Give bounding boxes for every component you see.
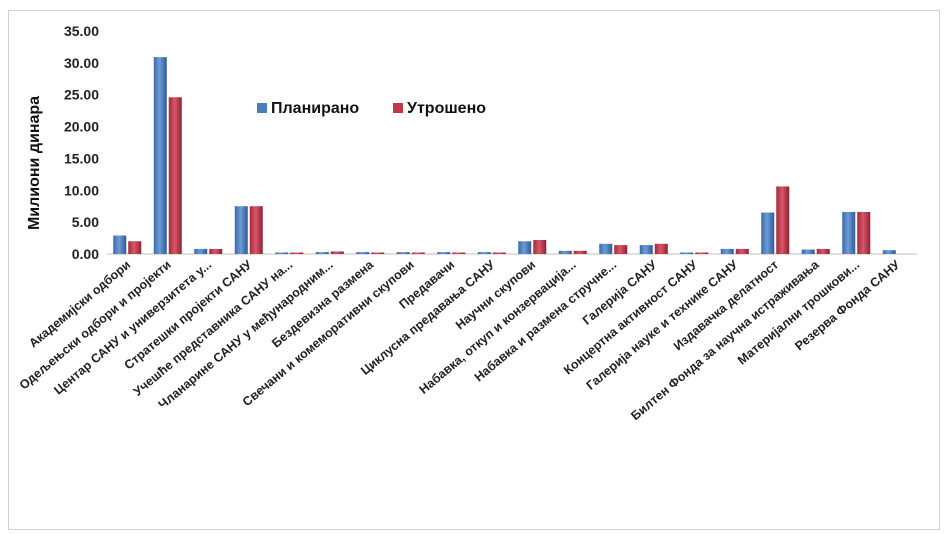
bar-planned (599, 244, 612, 254)
bar-planned (842, 212, 855, 254)
y-tick-label: 5.00 (72, 214, 99, 230)
y-axis-label: Милиони динара (26, 96, 43, 230)
bar-spent (614, 245, 627, 254)
legend: Планирано Утрошено (257, 100, 486, 117)
bar-planned (194, 249, 207, 254)
bar-planned (478, 252, 491, 254)
bar-planned (316, 252, 329, 254)
bar-spent (493, 253, 506, 255)
legend-swatch (393, 103, 403, 113)
legend-swatch (257, 103, 267, 113)
y-tick-label: 25.00 (64, 87, 99, 103)
x-tick-label: Билтен Фонда за научна истраживања (628, 257, 822, 423)
bar-planned (559, 251, 572, 254)
y-tick-label: 0.00 (72, 246, 99, 262)
chart-frame: 0.00 5.00 10.00 15.00 20.00 25.00 30.00 35.00 А… (8, 10, 940, 530)
y-tick-label: 10.00 (64, 182, 99, 198)
bar-spent (331, 251, 344, 254)
y-tick-label: 15.00 (64, 150, 99, 166)
bar-planned (680, 253, 693, 255)
bar-spent (128, 241, 141, 254)
y-tick-label: 20.00 (64, 119, 99, 135)
bar-spent (574, 251, 587, 254)
bar-spent (695, 253, 708, 255)
bar-planned (761, 213, 774, 254)
bar-spent (290, 253, 303, 255)
bar-spent (655, 244, 668, 254)
bar-planned (113, 236, 126, 254)
bar-planned (356, 252, 369, 254)
bar-planned (235, 206, 248, 254)
bar-planned (721, 249, 734, 254)
bar-planned (883, 250, 896, 254)
legend-label: Планирано (271, 100, 359, 117)
bar-spent (250, 206, 263, 254)
bar-planned (518, 241, 531, 254)
bar-planned (397, 252, 410, 254)
y-tick-label: 35.00 (64, 23, 99, 39)
bar-spent (169, 97, 182, 254)
bars-group (113, 57, 896, 254)
bar-chart: 0.00 5.00 10.00 15.00 20.00 25.00 30.00 35.00 А… (9, 11, 939, 529)
bar-spent (452, 253, 465, 255)
bar-planned (154, 57, 167, 254)
bar-spent (857, 212, 870, 254)
bar-spent (533, 240, 546, 254)
bar-spent (371, 253, 384, 255)
bar-spent (817, 249, 830, 254)
bar-planned (275, 253, 288, 255)
bar-planned (802, 250, 815, 254)
legend-label: Утрошено (407, 100, 486, 117)
bar-spent (412, 253, 425, 255)
bar-planned (437, 252, 450, 254)
bar-spent (736, 249, 749, 254)
bar-spent (776, 186, 789, 254)
bar-spent (209, 249, 222, 254)
bar-planned (640, 245, 653, 254)
y-tick-label: 30.00 (64, 55, 99, 71)
